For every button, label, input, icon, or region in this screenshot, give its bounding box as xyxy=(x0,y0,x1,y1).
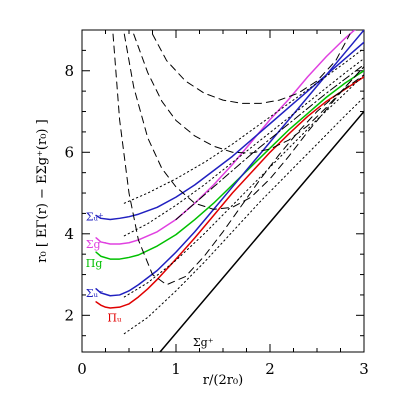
x-tick-label: 0 xyxy=(77,360,87,378)
series-line-dotted-13 xyxy=(123,47,364,204)
y-axis-title: r₀ [ EΓ(r) − EΣg⁺(r₀) ] xyxy=(35,119,50,262)
series-line-dotted-11 xyxy=(123,74,364,298)
state-label-1: Σg⁻ xyxy=(86,238,107,251)
state-label-4: Πᵤ xyxy=(107,311,122,324)
series-line-solid-1 xyxy=(95,76,364,309)
series-line-dashed-6 xyxy=(152,33,351,104)
series-line-dashed-7 xyxy=(133,33,364,154)
series-line-solid-4 xyxy=(95,30,364,297)
x-axis-title: r/(2r₀) xyxy=(203,373,243,388)
series-line-dashed-8 xyxy=(123,33,364,210)
series-line-solid-5 xyxy=(95,41,364,221)
x-tick-label: 3 xyxy=(359,360,369,378)
state-label-2: Πg xyxy=(86,257,103,270)
series-line-dashed-9 xyxy=(112,33,364,286)
series-line-dashdot-14 xyxy=(175,64,364,221)
y-tick-label: 4 xyxy=(64,225,74,243)
series-line-dotted-10 xyxy=(123,96,364,335)
y-tick-label: 2 xyxy=(64,306,74,324)
y-tick-label: 8 xyxy=(64,62,74,80)
series-line-solid-3 xyxy=(95,30,356,245)
state-label-3: Σᵤ⁻ xyxy=(86,287,104,300)
y-tick-label: 6 xyxy=(64,143,74,161)
series-line-solid-0 xyxy=(159,110,364,352)
state-label-5: Σg⁺ xyxy=(193,336,214,349)
x-tick-label: 2 xyxy=(265,360,275,378)
series-line-dotted-12 xyxy=(123,58,364,237)
series-line-solid-2 xyxy=(95,70,364,260)
state-label-0: Σᵤ⁺ xyxy=(86,211,104,224)
series-group xyxy=(95,30,364,352)
x-tick-label: 1 xyxy=(171,360,181,378)
